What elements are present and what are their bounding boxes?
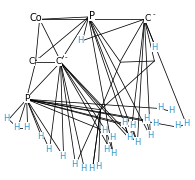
Text: H: H <box>157 103 164 112</box>
Text: H: H <box>109 133 116 142</box>
Text: H: H <box>4 114 10 123</box>
Text: Co: Co <box>29 13 42 23</box>
Text: C: C <box>55 57 62 66</box>
Text: H: H <box>151 43 158 52</box>
Text: H: H <box>80 164 87 173</box>
Text: H: H <box>13 123 20 132</box>
Text: C: C <box>28 57 35 66</box>
Text: H: H <box>126 133 133 142</box>
Text: H: H <box>71 160 78 169</box>
Text: H: H <box>174 122 181 130</box>
Text: H: H <box>95 162 102 171</box>
Text: H: H <box>129 122 136 130</box>
Text: H: H <box>59 152 66 161</box>
Text: H: H <box>23 123 30 132</box>
Text: H: H <box>110 149 117 158</box>
Text: H: H <box>143 114 150 123</box>
Text: -: - <box>153 12 156 18</box>
Text: H: H <box>183 119 190 128</box>
Text: H: H <box>121 118 128 127</box>
Text: H: H <box>152 119 159 128</box>
Text: H: H <box>147 131 154 140</box>
Text: H: H <box>134 138 141 147</box>
Text: H: H <box>37 132 44 141</box>
Text: -: - <box>64 55 67 60</box>
Text: H: H <box>77 36 84 45</box>
Text: P: P <box>24 94 29 103</box>
Text: P: P <box>89 11 95 21</box>
Text: H: H <box>88 164 95 173</box>
Text: H: H <box>103 145 110 154</box>
Text: -: - <box>37 55 40 60</box>
Text: H: H <box>168 106 175 115</box>
Text: H: H <box>45 145 52 154</box>
Text: C: C <box>144 14 151 23</box>
Text: H: H <box>101 126 108 135</box>
